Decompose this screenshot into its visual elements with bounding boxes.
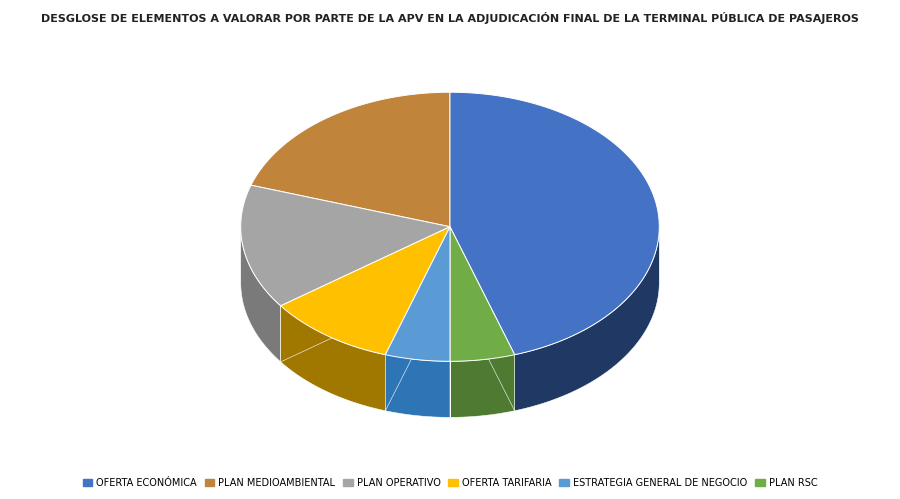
- Polygon shape: [240, 185, 450, 306]
- Legend: OFERTA ECONÓMICA, PLAN MEDIOAMBIENTAL, PLAN OPERATIVO, OFERTA TARIFARIA, ESTRATE: OFERTA ECONÓMICA, PLAN MEDIOAMBIENTAL, P…: [79, 474, 821, 492]
- Polygon shape: [281, 227, 450, 362]
- Polygon shape: [450, 227, 515, 361]
- Polygon shape: [385, 355, 450, 417]
- Polygon shape: [450, 227, 515, 411]
- Polygon shape: [385, 227, 450, 411]
- Polygon shape: [450, 227, 515, 411]
- Polygon shape: [281, 306, 385, 411]
- Polygon shape: [450, 355, 515, 417]
- Polygon shape: [251, 92, 450, 227]
- Polygon shape: [385, 227, 450, 411]
- Polygon shape: [281, 227, 450, 362]
- Polygon shape: [240, 227, 281, 362]
- Text: DESGLOSE DE ELEMENTOS A VALORAR POR PARTE DE LA APV EN LA ADJUDICACIÓN FINAL DE : DESGLOSE DE ELEMENTOS A VALORAR POR PART…: [41, 12, 859, 24]
- Polygon shape: [450, 92, 660, 355]
- Polygon shape: [281, 227, 450, 355]
- Polygon shape: [385, 227, 450, 361]
- Polygon shape: [515, 227, 660, 411]
